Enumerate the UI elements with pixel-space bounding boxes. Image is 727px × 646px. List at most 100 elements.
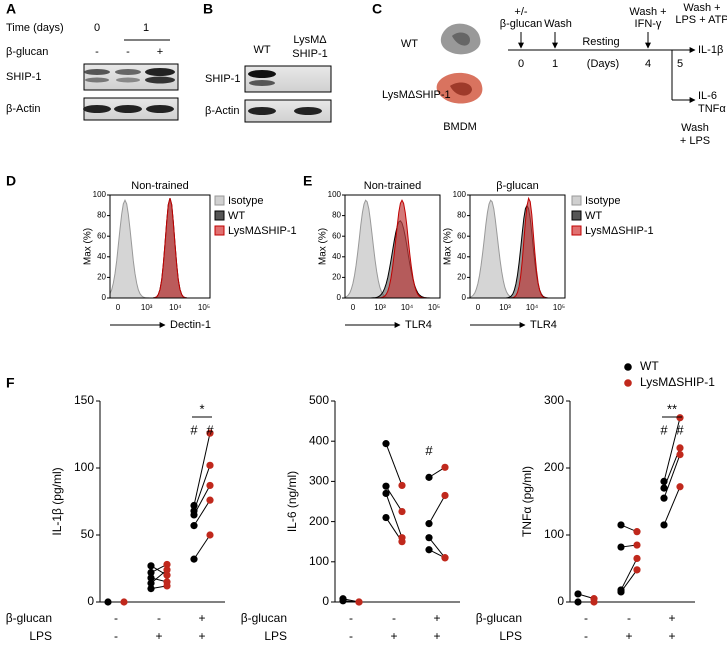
x-tick-label: - [349, 611, 353, 625]
x-axis-label: Dectin-1 [170, 319, 211, 331]
step-label: +/- [514, 6, 527, 18]
day-label: 1 [552, 58, 558, 70]
cell-label: BMDM [443, 121, 477, 133]
dot [382, 440, 390, 448]
y-axis-label: TNFα (pg/ml) [520, 466, 534, 537]
x-tick-label: + [433, 629, 440, 643]
x-axis-label: TLR4 [530, 319, 557, 331]
pair-line [193, 534, 211, 560]
y-tick-label: 200 [309, 514, 329, 528]
dot [660, 477, 668, 485]
x-tick-label: 10⁴ [401, 303, 414, 312]
dot [382, 489, 390, 498]
dot [398, 538, 406, 546]
legend-swatch [571, 210, 582, 221]
x-tick-label: + [668, 629, 675, 643]
dot [676, 451, 684, 459]
panel-label: D [6, 173, 16, 189]
y-tick-label: 80 [457, 211, 466, 220]
y-tick-label: 60 [457, 231, 466, 240]
dot [355, 598, 363, 606]
y-tick-label: 40 [457, 252, 466, 261]
panel-label: A [6, 1, 16, 17]
legend-swatch [214, 210, 225, 221]
blot-row-label: SHIP-1 [205, 73, 240, 85]
step-label: IFN-γ [635, 18, 662, 30]
legend-swatch [571, 195, 582, 206]
dot [206, 531, 214, 539]
row-label: β-glucan [476, 611, 522, 625]
dot [163, 582, 171, 590]
dot [425, 520, 433, 528]
blot-row-label: SHIP-1 [6, 71, 41, 83]
y-tick-label: 20 [97, 273, 106, 282]
y-tick-label: 80 [97, 211, 106, 220]
genotype-label: WT [401, 38, 418, 50]
dot [660, 521, 668, 529]
row-label: LPS [499, 629, 522, 643]
x-tick-label: 10⁴ [169, 303, 182, 312]
plot-title: β-glucan [496, 180, 538, 192]
y-tick-label: 80 [332, 211, 341, 220]
x-tick-label: 0 [351, 303, 356, 312]
dot [660, 484, 668, 492]
y-tick-label: 40 [332, 252, 341, 261]
treatment-label: β-glucan [6, 46, 48, 58]
x-tick-label: - [114, 629, 118, 643]
row-label: LPS [29, 629, 52, 643]
time-point: 0 [94, 22, 100, 34]
x-axis-label: TLR4 [405, 319, 432, 331]
dot [633, 528, 641, 536]
step-label: Wash + [683, 2, 720, 14]
readout: IL-1β [698, 44, 723, 56]
dot [574, 598, 582, 606]
pair-line [193, 433, 211, 506]
legend-label: LysMΔSHIP-1 [640, 375, 715, 389]
dot [190, 555, 198, 563]
x-tick-label: 10⁵ [553, 303, 565, 312]
lane-label: SHIP-1 [292, 48, 327, 60]
step-label: + LPS [680, 135, 710, 147]
sig-label: ** [667, 401, 677, 416]
y-tick-label: 100 [453, 190, 467, 199]
y-tick-label: 150 [74, 393, 94, 407]
dot [147, 585, 155, 593]
x-tick-label: - [157, 611, 161, 625]
x-tick-label: - [392, 611, 396, 625]
lane-label: LysMΔ [293, 34, 327, 46]
legend-dot [624, 363, 632, 371]
sig-label: # [190, 422, 198, 437]
y-tick-label: 0 [322, 594, 329, 608]
pair-line [663, 454, 681, 499]
dot [382, 482, 390, 490]
y-tick-label: 100 [328, 190, 342, 199]
step-label: LPS + ATP [675, 14, 727, 26]
dot [382, 513, 390, 522]
row-label: β-glucan [6, 611, 52, 625]
step-label: β-glucan [500, 18, 542, 30]
pair-line [620, 558, 638, 591]
dot [617, 521, 625, 529]
lane-label: WT [253, 44, 270, 56]
treatment-sign: - [95, 46, 99, 58]
x-tick-label: - [627, 611, 631, 625]
plot-frame [469, 194, 566, 299]
x-tick-label: 10⁵ [198, 303, 210, 312]
dot [425, 534, 433, 542]
panel-label: F [6, 375, 15, 391]
step-label: Wash [544, 18, 572, 30]
x-tick-label: + [625, 629, 632, 643]
treatment-sign: - [126, 46, 130, 58]
y-tick-label: 60 [97, 231, 106, 240]
dot [206, 429, 214, 437]
y-tick-label: 40 [97, 252, 106, 261]
day-label: 5 [677, 58, 683, 70]
readout: IL-6 [698, 90, 717, 102]
dot [676, 444, 684, 452]
pair-line [193, 499, 211, 526]
y-axis-label: IL-6 (ng/ml) [285, 471, 299, 532]
legend-label: LysMΔSHIP-1 [585, 225, 654, 237]
x-tick-label: 0 [116, 303, 121, 312]
y-axis-label: Max (%) [83, 228, 94, 265]
y-tick-label: 0 [462, 293, 467, 302]
